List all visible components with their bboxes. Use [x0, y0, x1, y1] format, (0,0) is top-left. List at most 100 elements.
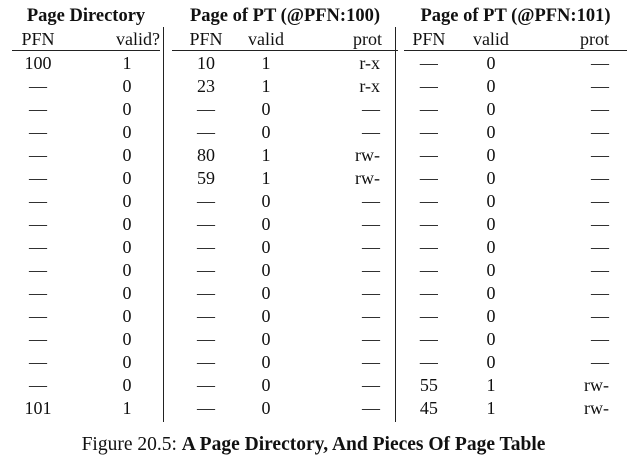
pfn-cell: —: [29, 76, 47, 96]
table-row: —0: [12, 305, 160, 328]
table-row: — 0 —: [172, 282, 398, 305]
pfn-cell: —: [29, 99, 47, 119]
column-header-prot: prot: [528, 28, 627, 51]
table-row: — 0 —: [172, 305, 398, 328]
pfn-cell: —: [419, 329, 438, 349]
prot-cell: —: [362, 329, 380, 349]
prot-cell: —: [591, 283, 609, 303]
valid-cell: 0: [122, 145, 132, 165]
prot-cell: —: [362, 352, 380, 372]
page-directory-body: 100 1—0—0—0—0—0—0—0—0—0—0—0—0—0—0 101 1: [12, 51, 160, 421]
valid-cell: 0: [486, 53, 496, 73]
valid-cell: 0: [486, 214, 496, 234]
caption-title: A Page Directory, And Pieces Of Page Tab…: [181, 434, 546, 455]
pfn-cell: —: [419, 168, 438, 188]
pfn-cell: —: [197, 260, 215, 280]
pfn-cell: —: [29, 352, 47, 372]
table-row: —0: [12, 144, 160, 167]
table-row: — 0 —: [172, 328, 398, 351]
valid-cell: 0: [122, 352, 132, 372]
pfn-cell: —: [197, 191, 215, 211]
valid-cell: 0: [261, 352, 271, 372]
table-row: — 0 —: [172, 213, 398, 236]
pfn-cell: —: [197, 237, 215, 257]
table-row: 23 1 r-x: [172, 75, 398, 98]
column-header-valid: valid?: [64, 28, 160, 51]
prot-cell: —: [362, 283, 380, 303]
prot-cell: —: [362, 237, 380, 257]
caption-label: Figure 20.5:: [81, 434, 177, 455]
table-row: — 0 —: [404, 167, 627, 190]
valid-cell: 0: [486, 352, 496, 372]
prot-cell: —: [591, 53, 609, 73]
table-row: — 0 —: [404, 75, 627, 98]
table-row: — 0 —: [172, 351, 398, 374]
prot-cell: rw-: [355, 168, 380, 188]
prot-cell: —: [362, 375, 380, 395]
column-header-pfn: PFN: [12, 28, 64, 51]
prot-cell: —: [591, 352, 609, 372]
table-row: 101 1: [12, 397, 160, 420]
pfn-cell: —: [29, 283, 47, 303]
pfn-cell: —: [29, 375, 47, 395]
prot-cell: —: [362, 122, 380, 142]
valid-cell: 0: [486, 329, 496, 349]
table-row: —0: [12, 75, 160, 98]
page-directory-title: Page Directory: [26, 6, 146, 26]
pfn-cell: 55: [419, 375, 438, 395]
table-row: — 0 —: [172, 259, 398, 282]
valid-cell: 0: [261, 398, 271, 418]
table-row: — 0 —: [404, 51, 627, 76]
pfn-cell: —: [419, 145, 438, 165]
table-row: — 0 —: [172, 98, 398, 121]
valid-cell: 0: [486, 99, 496, 119]
valid-cell: 0: [261, 283, 271, 303]
prot-cell: r-x: [359, 76, 380, 96]
column-header-valid: valid: [453, 28, 529, 51]
pfn-cell: —: [29, 145, 47, 165]
table-row: 80 1 rw-: [172, 144, 398, 167]
valid-cell: 0: [486, 168, 496, 188]
pfn-cell: —: [197, 122, 215, 142]
prot-cell: —: [591, 237, 609, 257]
pfn-cell: —: [29, 191, 47, 211]
valid-cell: 0: [122, 214, 132, 234]
prot-cell: —: [591, 329, 609, 349]
table-row: 10 1 r-x: [172, 51, 398, 76]
column-header-pfn: PFN: [172, 28, 240, 51]
valid-cell: 1: [486, 398, 496, 418]
table-row: —0: [12, 213, 160, 236]
table-row: — 0 —: [404, 121, 627, 144]
prot-cell: —: [362, 191, 380, 211]
pfn-cell: 80: [197, 145, 215, 165]
pfn-cell: —: [29, 237, 47, 257]
prot-cell: —: [591, 168, 609, 188]
valid-cell: 1: [122, 398, 132, 418]
pfn-cell: —: [419, 214, 438, 234]
pfn-cell: —: [29, 168, 47, 188]
pfn-cell: —: [197, 214, 215, 234]
table-row: —0: [12, 328, 160, 351]
table-row: — 0 —: [404, 98, 627, 121]
page-directory-table: Page Directory PFN valid? 100 1—0—0—0—0—0…: [12, 4, 160, 420]
table-row: — 0 —: [404, 351, 627, 374]
prot-cell: —: [591, 306, 609, 326]
pfn-cell: —: [197, 99, 215, 119]
page-table-100-title: Page of PT (@PFN:100): [189, 6, 380, 26]
table-row: — 0 —: [404, 305, 627, 328]
table-row: —0: [12, 167, 160, 190]
pfn-cell: 101: [24, 398, 52, 418]
prot-cell: rw-: [584, 398, 609, 418]
valid-cell: 0: [486, 283, 496, 303]
valid-cell: 0: [122, 122, 132, 142]
pfn-cell: —: [29, 214, 47, 234]
valid-cell: 0: [486, 145, 496, 165]
table-row: — 0 —: [404, 213, 627, 236]
valid-cell: 0: [486, 306, 496, 326]
pfn-cell: 23: [197, 76, 215, 96]
valid-cell: 0: [486, 260, 496, 280]
prot-cell: —: [362, 260, 380, 280]
pfn-cell: 45: [419, 398, 438, 418]
table-row: 59 1 rw-: [172, 167, 398, 190]
